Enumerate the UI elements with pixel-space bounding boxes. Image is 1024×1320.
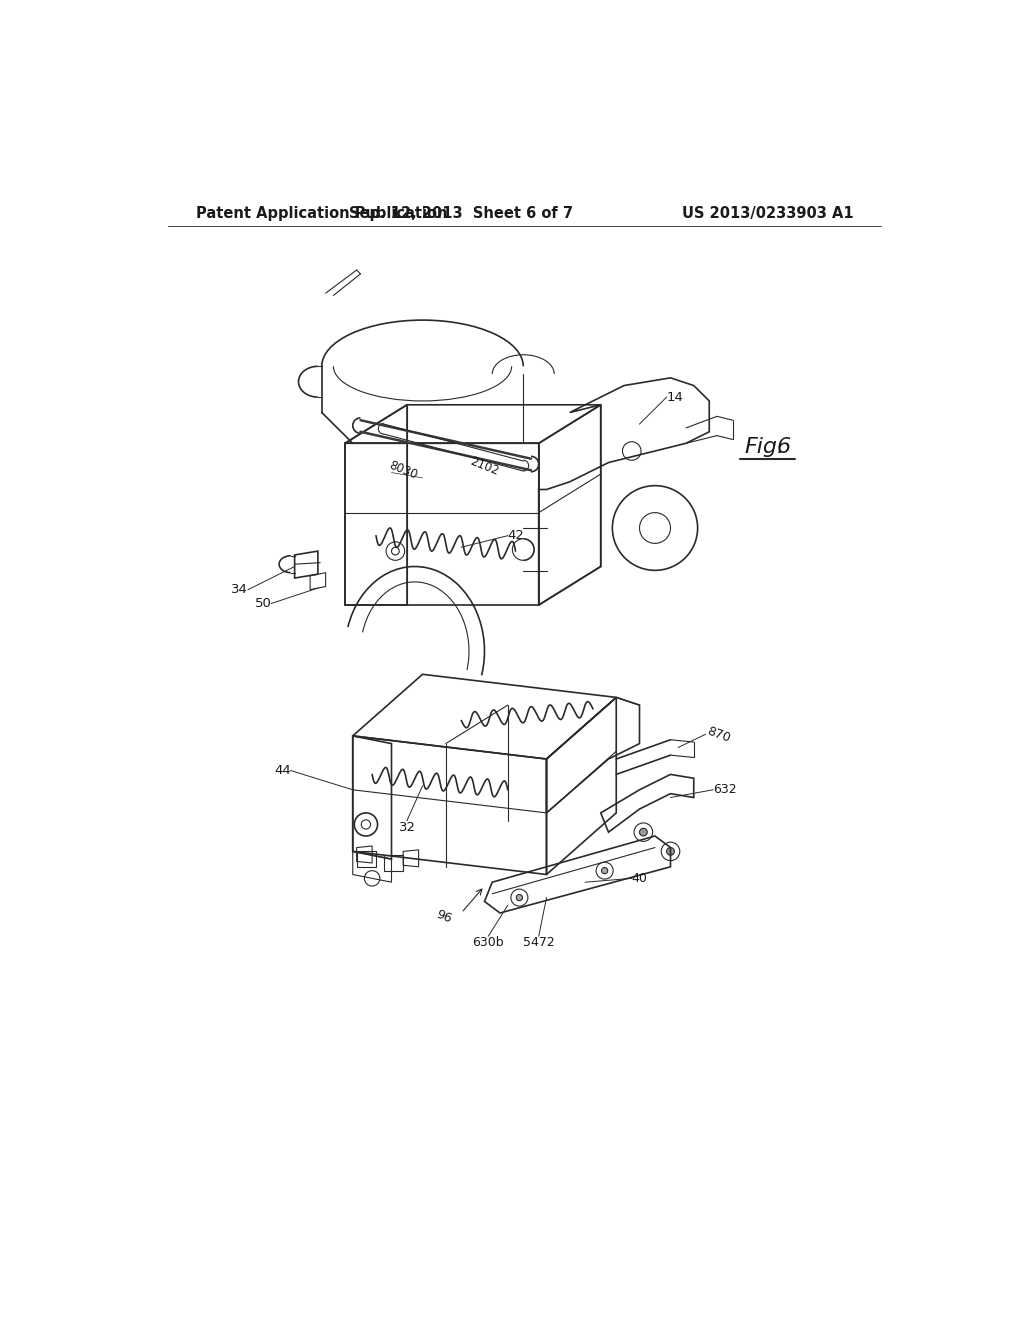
Text: Sep. 12, 2013  Sheet 6 of 7: Sep. 12, 2013 Sheet 6 of 7 <box>349 206 573 222</box>
Text: 34: 34 <box>231 583 248 597</box>
Circle shape <box>516 895 522 900</box>
Text: 630b: 630b <box>472 936 504 949</box>
Text: 44: 44 <box>274 764 291 777</box>
Text: 32: 32 <box>398 821 416 834</box>
Text: 50: 50 <box>255 597 271 610</box>
Text: 2102: 2102 <box>468 455 501 478</box>
Circle shape <box>601 867 607 874</box>
Text: 8030: 8030 <box>387 458 419 482</box>
Text: 870: 870 <box>706 725 732 744</box>
Text: 5472: 5472 <box>523 936 555 949</box>
Circle shape <box>667 847 675 855</box>
Text: 14: 14 <box>667 391 683 404</box>
Text: Fig.: Fig. <box>744 437 784 457</box>
Circle shape <box>640 829 647 836</box>
Text: 6: 6 <box>776 437 791 457</box>
Text: 96: 96 <box>434 908 454 925</box>
Text: 632: 632 <box>713 783 736 796</box>
Text: Patent Application Publication: Patent Application Publication <box>197 206 447 222</box>
Text: 40: 40 <box>632 871 647 884</box>
Text: US 2013/0233903 A1: US 2013/0233903 A1 <box>682 206 853 222</box>
Text: 42: 42 <box>508 529 524 543</box>
